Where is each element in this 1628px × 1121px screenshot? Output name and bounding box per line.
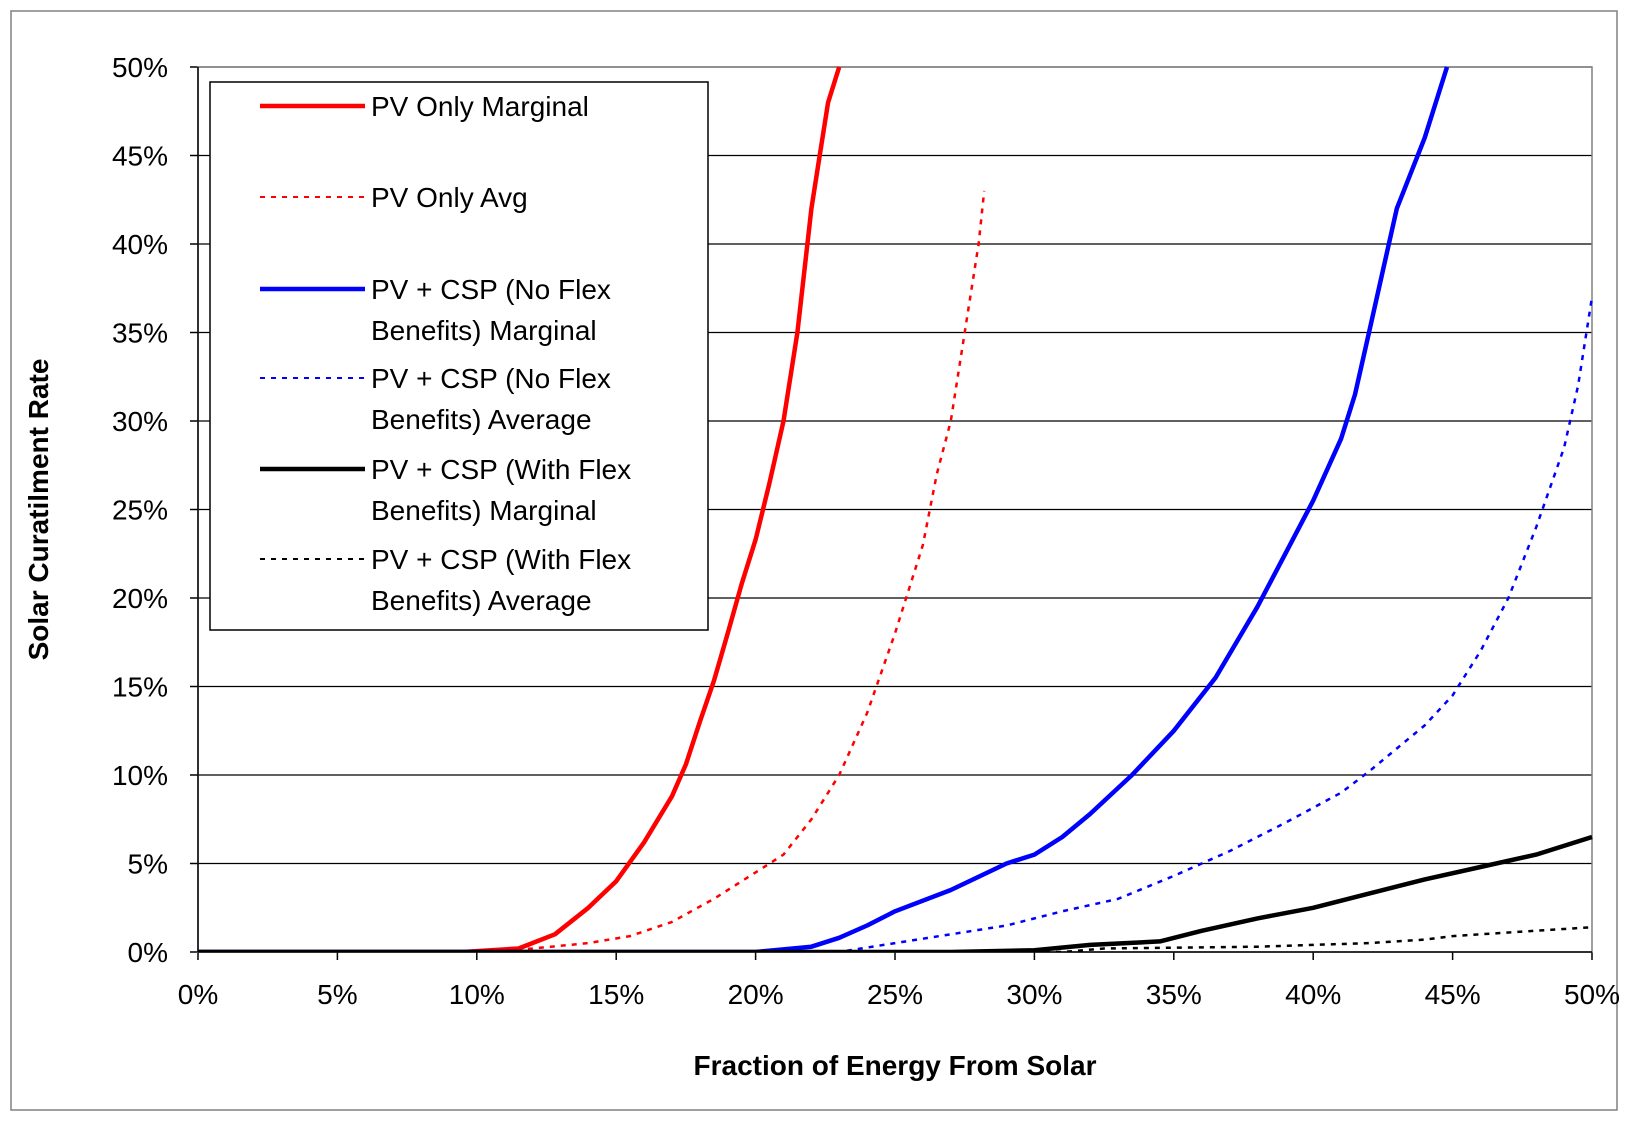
legend-label: Benefits) Average [371,585,592,616]
x-tick-label: 20% [728,979,784,1010]
legend-label: Benefits) Marginal [371,315,597,346]
y-tick-label: 20% [112,583,168,614]
legend-label: PV + CSP (No Flex [371,274,611,305]
x-tick-label: 0% [178,979,218,1010]
series-line-4 [198,296,1594,952]
legend-label: Benefits) Marginal [371,495,597,526]
legend-label: PV + CSP (No Flex [371,363,611,394]
x-axis-title: Fraction of Energy From Solar [694,1050,1097,1081]
y-tick-label: 15% [112,672,168,703]
series-line-1 [198,66,842,952]
legend-label: Benefits) Average [371,404,592,435]
legend-label: PV + CSP (With Flex [371,454,631,485]
x-tick-label: 25% [867,979,923,1010]
x-tick-label: 5% [317,979,357,1010]
legend-box [209,81,709,631]
legend-label: PV Only Avg [371,182,528,213]
y-axis-title: Solar Curatilment Rate [23,359,54,661]
y-tick-label: 35% [112,318,168,349]
series-line-3 [198,66,1450,952]
y-tick-label: 30% [112,406,168,437]
legend: PV Only Marginal PV Only Avg PV + CSP (No … [209,81,709,631]
y-tick-label: 10% [112,760,168,791]
x-tick-label: 45% [1425,979,1481,1010]
series-line-5 [198,834,1593,952]
x-tick-label: 50% [1564,979,1620,1010]
x-tick-label: 30% [1006,979,1062,1010]
series-lines [198,66,1594,952]
y-tick-label: 40% [112,229,168,260]
series-line-2 [198,190,986,952]
x-tick-label: 35% [1146,979,1202,1010]
legend-label: PV + CSP (With Flex [371,544,631,575]
x-tick-label: 10% [449,979,505,1010]
x-tick-label: 40% [1285,979,1341,1010]
axes: 0% 5% 10% 15% 20% 25% 30% 35% 40% 45% 50% 0% 5% 10% 15… [112,52,1620,1010]
y-tick-label: 5% [128,849,168,880]
y-tick-label: 45% [112,141,168,172]
legend-label: PV Only Marginal [371,91,589,122]
y-tick-label: 0% [128,937,168,968]
y-tick-label: 50% [112,52,168,83]
y-tick-label: 25% [112,495,168,526]
x-tick-label: 15% [588,979,644,1010]
